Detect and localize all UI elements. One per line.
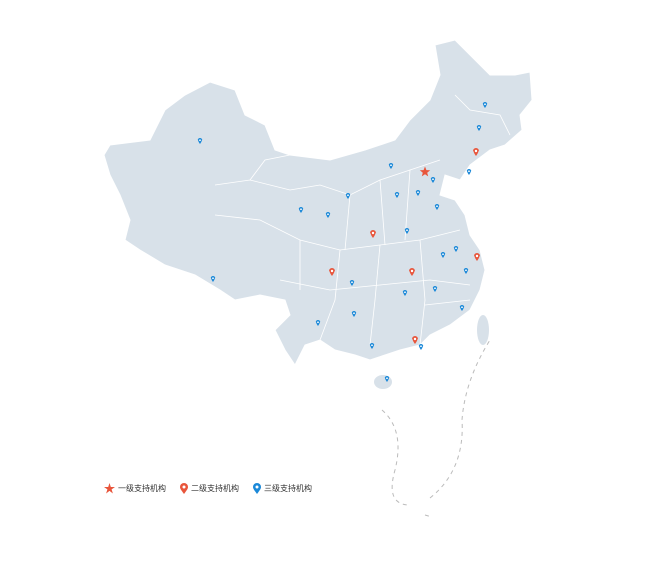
marker-dot	[212, 277, 214, 280]
map-pin-icon	[253, 483, 261, 494]
marker-dot	[413, 337, 417, 341]
marker-dot	[353, 312, 355, 315]
level1-marker[interactable]	[419, 166, 431, 177]
marker-dot	[404, 291, 406, 294]
legend-item-level3: 三级支持机构	[253, 483, 312, 494]
marker-dot	[474, 149, 478, 153]
marker-dot	[442, 253, 444, 256]
map-pin-icon	[180, 483, 188, 494]
marker-dot	[300, 208, 302, 211]
marker-dot	[390, 164, 392, 167]
nine-dash-line	[381, 339, 491, 518]
legend-label: 二级支持机构	[191, 484, 239, 493]
legend-item-level1: 一级支持机构	[104, 483, 166, 494]
marker-dot	[410, 269, 414, 273]
legend-label: 一级支持机构	[118, 484, 166, 493]
taiwan	[477, 315, 489, 345]
star-icon	[104, 483, 115, 494]
legend-label: 三级支持机构	[264, 484, 312, 493]
marker-dot	[468, 170, 470, 173]
marker-dot	[465, 269, 467, 272]
marker-dot	[371, 344, 373, 347]
hainan	[374, 375, 392, 389]
marker-dot	[396, 193, 398, 196]
marker-dot	[199, 139, 201, 142]
marker-dot	[484, 103, 486, 106]
marker-dot	[475, 254, 479, 258]
marker-dot	[461, 306, 463, 309]
marker-dot	[327, 213, 329, 216]
marker-dot	[478, 126, 480, 129]
marker-dot	[330, 269, 334, 273]
legend-item-level2: 二级支持机构	[180, 483, 239, 494]
marker-dot	[417, 191, 419, 194]
marker-dot	[371, 231, 375, 235]
marker-dot	[317, 321, 319, 324]
marker-dot	[351, 281, 353, 284]
marker-dot	[420, 345, 422, 348]
mainland	[103, 39, 533, 366]
marker-dot	[455, 247, 457, 250]
marker-dot	[386, 377, 388, 380]
marker-dot	[432, 178, 434, 181]
marker-dot	[406, 229, 408, 232]
legend: 一级支持机构 二级支持机构 三级支持机构	[104, 483, 312, 494]
marker-dot	[434, 287, 436, 290]
marker-dot	[347, 194, 349, 197]
province-borders	[214, 94, 511, 346]
marker-dot	[436, 205, 438, 208]
